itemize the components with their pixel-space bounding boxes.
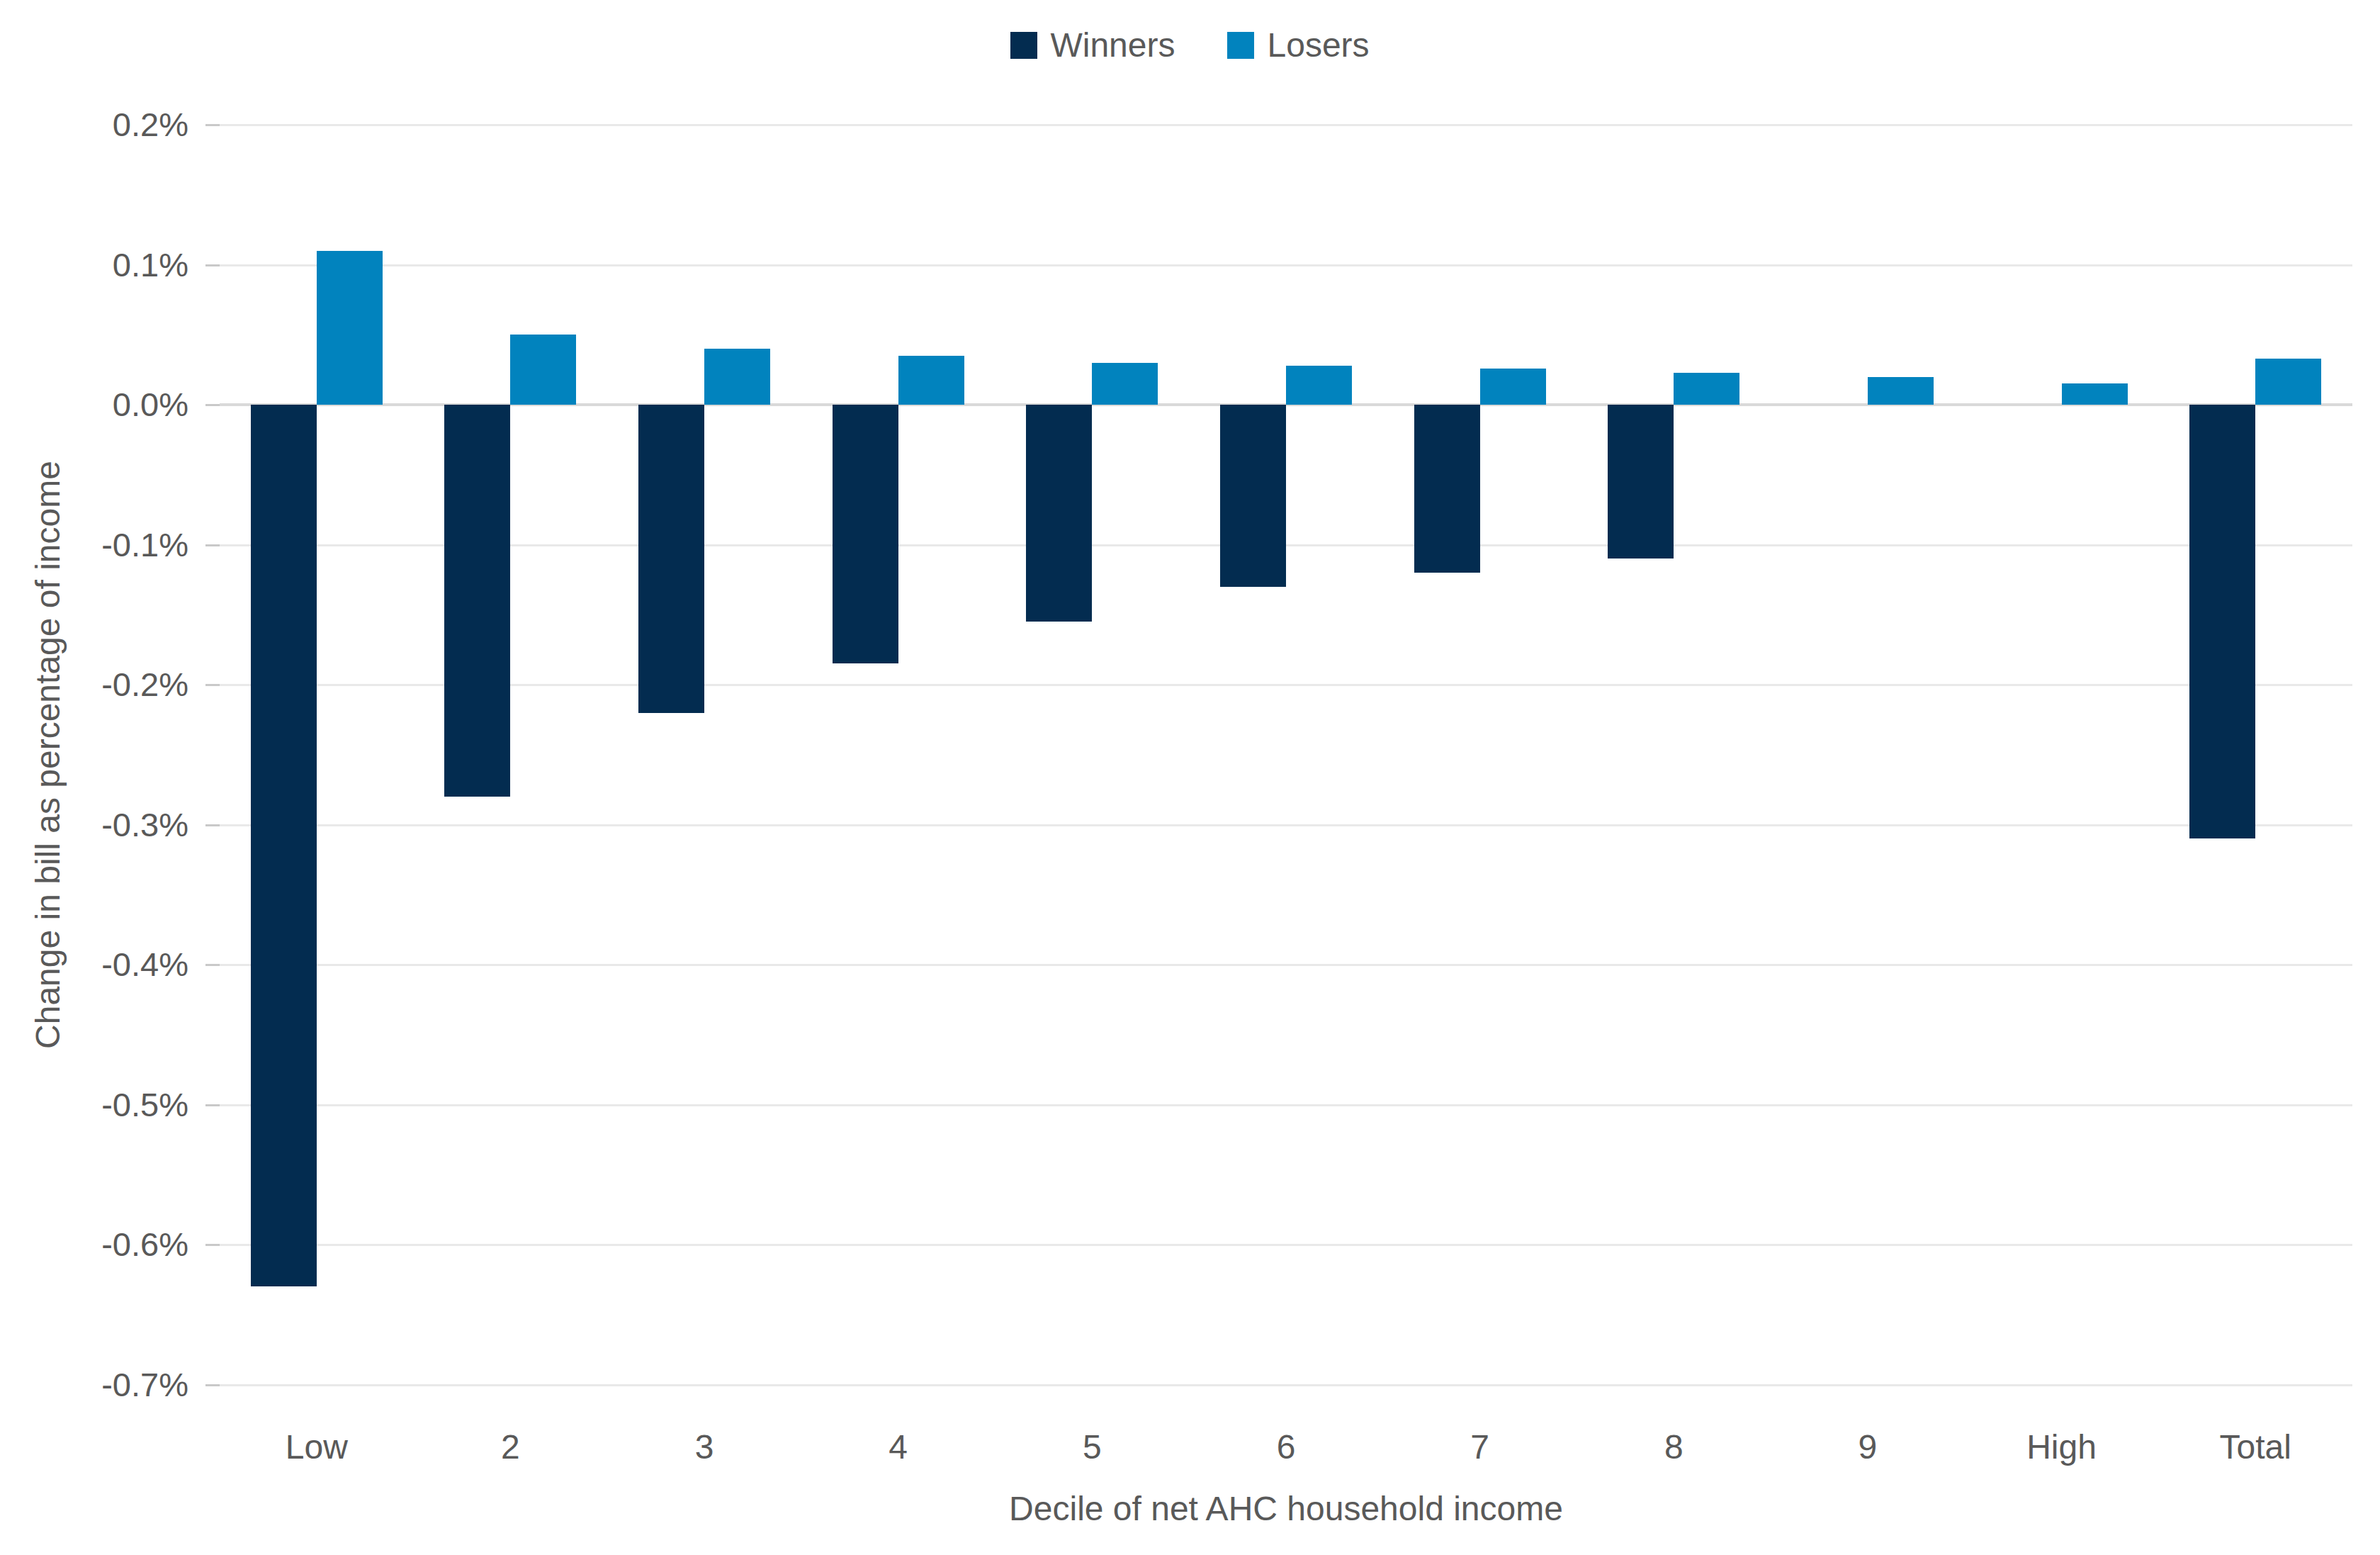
- x-tick-label-5: 5: [995, 1426, 1189, 1469]
- chart-canvas: WinnersLosers Change in bill as percenta…: [0, 0, 2380, 1555]
- bar-losers-8: [1674, 373, 1739, 405]
- y-axis-tick: [205, 264, 220, 266]
- y-tick-label: 0.1%: [11, 244, 188, 286]
- bar-losers-5: [1092, 363, 1158, 405]
- legend-item-winners: Winners: [1010, 28, 1175, 62]
- y-axis-tick: [205, 124, 220, 126]
- y-tick-label: 0.2%: [11, 103, 188, 146]
- x-tick-label-high: High: [1965, 1426, 2159, 1469]
- bar-losers-2: [510, 335, 576, 405]
- bar-losers-9: [1868, 377, 1934, 405]
- bar-winners-low: [251, 405, 317, 1286]
- y-tick-label: -0.5%: [11, 1084, 188, 1126]
- gridline: [220, 1384, 2352, 1386]
- bar-losers-3: [704, 349, 770, 405]
- y-axis-tick: [205, 1384, 220, 1386]
- gridline: [220, 1104, 2352, 1106]
- bar-losers-low: [317, 251, 383, 405]
- bar-winners-3: [638, 405, 704, 713]
- gridline: [220, 684, 2352, 686]
- legend-swatch-winners-icon: [1010, 32, 1037, 59]
- y-axis-tick: [205, 1104, 220, 1106]
- bar-losers-6: [1286, 366, 1352, 405]
- x-tick-label-7: 7: [1383, 1426, 1577, 1469]
- gridline: [220, 1244, 2352, 1246]
- x-tick-label-2: 2: [413, 1426, 607, 1469]
- bar-losers-high: [2062, 383, 2128, 405]
- x-tick-label-9: 9: [1771, 1426, 1965, 1469]
- bar-winners-4: [833, 405, 898, 663]
- gridline: [220, 544, 2352, 546]
- x-tick-label-low: Low: [220, 1426, 414, 1469]
- x-tick-label-6: 6: [1189, 1426, 1383, 1469]
- y-tick-label: -0.7%: [11, 1364, 188, 1406]
- bar-winners-2: [444, 405, 510, 797]
- bar-losers-7: [1480, 369, 1546, 405]
- y-axis-tick: [205, 964, 220, 966]
- y-tick-label: -0.6%: [11, 1223, 188, 1266]
- bar-winners-5: [1026, 405, 1092, 622]
- y-axis-tick: [205, 1244, 220, 1246]
- y-axis-tick: [205, 824, 220, 826]
- bar-winners-total: [2189, 405, 2255, 838]
- legend-swatch-losers-icon: [1227, 32, 1254, 59]
- bar-winners-7: [1414, 405, 1480, 573]
- plot-area: [220, 125, 2352, 1384]
- legend-label: Winners: [1050, 28, 1175, 62]
- gridline: [220, 964, 2352, 966]
- y-tick-label: 0.0%: [11, 383, 188, 426]
- gridline: [220, 124, 2352, 126]
- y-tick-label: -0.1%: [11, 524, 188, 566]
- bar-losers-total: [2255, 359, 2321, 405]
- legend-label: Losers: [1267, 28, 1369, 62]
- y-axis-tick: [205, 684, 220, 686]
- x-tick-label-3: 3: [607, 1426, 801, 1469]
- bar-winners-6: [1220, 405, 1286, 587]
- y-tick-label: -0.3%: [11, 804, 188, 846]
- y-tick-label: -0.2%: [11, 663, 188, 706]
- x-tick-label-4: 4: [801, 1426, 996, 1469]
- x-tick-label-total: Total: [2158, 1426, 2352, 1469]
- y-axis-tick: [205, 404, 220, 406]
- x-tick-label-8: 8: [1577, 1426, 1771, 1469]
- x-axis-title: Decile of net AHC household income: [220, 1488, 2352, 1529]
- legend: Winners Losers: [0, 18, 2380, 72]
- gridline: [220, 824, 2352, 826]
- y-tick-label: -0.4%: [11, 943, 188, 986]
- gridline: [220, 264, 2352, 266]
- bar-winners-8: [1608, 405, 1674, 558]
- y-axis-tick: [205, 544, 220, 546]
- bar-losers-4: [898, 356, 964, 405]
- legend-item-losers: Losers: [1227, 28, 1369, 62]
